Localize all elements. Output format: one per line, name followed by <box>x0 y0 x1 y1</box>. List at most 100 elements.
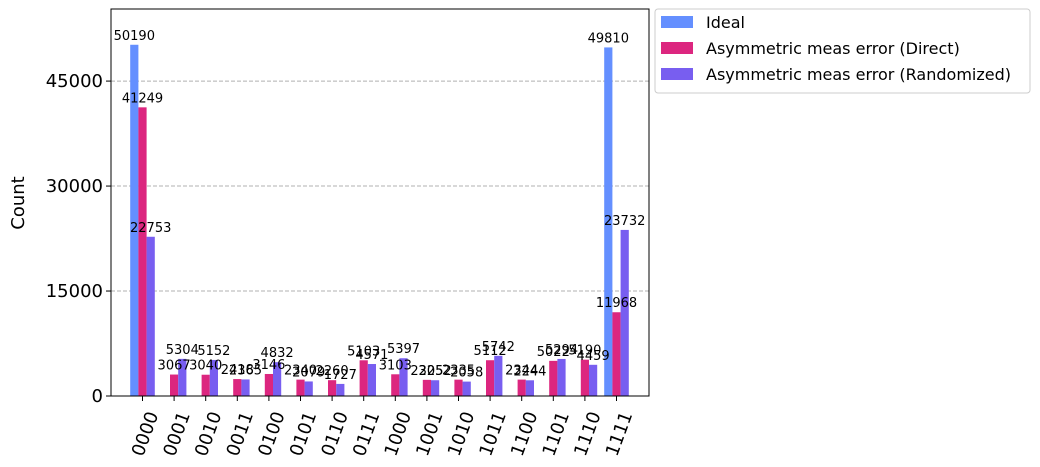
bar-asymmetric-meas-error-randomized--0101 <box>304 381 313 396</box>
legend: Ideal Asymmetric meas error (Direct) Asymm… <box>654 8 1031 94</box>
bar-value-label: 2252 <box>419 364 452 379</box>
bar-value-label: 2344 <box>505 364 538 379</box>
bar-value-label: 2365 <box>229 363 262 378</box>
bar-asymmetric-meas-error-randomized--1001 <box>431 380 440 396</box>
bar-value-label: 3040 <box>189 359 222 374</box>
bar-value-label: 2335 <box>442 364 475 379</box>
bar-asymmetric-meas-error-randomized--1110 <box>589 364 598 396</box>
bar-asymmetric-meas-error-direct--0000 <box>138 107 147 396</box>
bar-asymmetric-meas-error-direct--0110 <box>328 380 337 396</box>
plot-frame <box>110 8 650 397</box>
bar-value-label: 5103 <box>347 344 380 359</box>
bar-value-label: 2418 <box>221 363 254 378</box>
bar-value-label: 2340 <box>284 364 317 379</box>
bars <box>130 44 629 396</box>
bar-asymmetric-meas-error-direct--1001 <box>422 379 431 396</box>
bar-value-label: 2079 <box>292 365 325 380</box>
bar-value-label: 5294 <box>545 343 578 358</box>
grid-lines <box>111 80 649 292</box>
bar-value-label: 3103 <box>379 358 412 373</box>
bar-asymmetric-meas-error-direct--0100 <box>264 373 273 396</box>
bar-value-labels: 5019041249227533067530430405152241823653… <box>114 29 646 383</box>
bar-value-label: 2244 <box>513 364 546 379</box>
legend-swatch <box>661 42 693 54</box>
bar-asymmetric-meas-error-randomized--0001 <box>178 358 187 396</box>
bar-value-label: 2260 <box>316 364 349 379</box>
x-tick-label: 0010 <box>191 409 226 459</box>
x-tick-label: 1001 <box>412 409 447 459</box>
bar-asymmetric-meas-error-randomized--1010 <box>462 381 471 396</box>
bar-asymmetric-meas-error-randomized--0011 <box>241 379 250 396</box>
bar-value-label: 3146 <box>252 358 285 373</box>
x-tick-label: 0111 <box>349 409 384 459</box>
x-tick-label: 0001 <box>159 409 194 459</box>
bar-asymmetric-meas-error-randomized--0010 <box>209 359 218 396</box>
bar-value-label: 1727 <box>324 368 357 383</box>
bar-asymmetric-meas-error-randomized--0111 <box>367 364 376 396</box>
y-axis: 0 15000 30000 45000 <box>46 71 111 407</box>
bar-asymmetric-meas-error-randomized--0000 <box>146 236 155 396</box>
y-tick-label: 45000 <box>46 71 103 92</box>
bar-asymmetric-meas-error-direct--1111 <box>612 312 621 396</box>
legend-label: Asymmetric meas error (Direct) <box>706 39 960 58</box>
x-tick-label: 0110 <box>317 409 352 459</box>
bar-asymmetric-meas-error-direct--0010 <box>201 374 210 396</box>
bar-asymmetric-meas-error-direct--1011 <box>486 360 495 396</box>
bar-asymmetric-meas-error-randomized--1000 <box>399 358 408 396</box>
x-tick-label: 0101 <box>286 409 321 459</box>
bar-asymmetric-meas-error-direct--0001 <box>170 374 179 396</box>
bar-asymmetric-meas-error-randomized--1100 <box>525 380 534 396</box>
bar-asymmetric-meas-error-direct--0101 <box>296 379 305 396</box>
legend-swatch <box>661 16 693 28</box>
bar-value-label: 4459 <box>577 349 610 364</box>
bar-value-label: 50190 <box>114 29 155 44</box>
bar-asymmetric-meas-error-direct--1010 <box>454 379 463 396</box>
x-tick-label: 1111 <box>602 409 637 459</box>
x-tick-label: 1000 <box>381 409 416 459</box>
y-tick-label: 30000 <box>46 176 103 197</box>
x-tick-label: 1011 <box>475 409 510 459</box>
bar-value-label: 5112 <box>474 344 507 359</box>
x-tick-label: 0000 <box>128 409 163 459</box>
x-axis: 0000000100100011010001010110011110001001… <box>128 396 637 459</box>
bar-asymmetric-meas-error-direct--1000 <box>391 374 400 396</box>
bar-asymmetric-meas-error-randomized--1111 <box>620 229 629 396</box>
bar-asymmetric-meas-error-randomized--1011 <box>494 355 503 396</box>
x-tick-label: 0011 <box>223 409 258 459</box>
legend-box <box>654 8 1031 94</box>
bar-value-label: 22753 <box>130 221 171 236</box>
x-tick-label: 1110 <box>570 409 605 459</box>
bar-value-label: 2305 <box>410 364 443 379</box>
bar-ideal-1111 <box>604 47 613 396</box>
bar-value-label: 5190 <box>568 344 601 359</box>
bar-value-label: 49810 <box>588 31 629 46</box>
bar-asymmetric-meas-error-randomized--0100 <box>273 362 282 396</box>
bar-ideal-0000 <box>130 44 139 396</box>
bar-asymmetric-meas-error-direct--1100 <box>517 379 526 396</box>
bar-value-label: 41249 <box>122 91 163 106</box>
bar-value-label: 4832 <box>261 346 294 361</box>
y-tick-label: 0 <box>92 386 103 407</box>
bar-asymmetric-meas-error-direct--0111 <box>359 360 368 396</box>
legend-swatch <box>661 68 693 80</box>
x-tick-label: 1100 <box>507 409 542 459</box>
y-tick-label: 15000 <box>46 281 103 302</box>
bar-value-label: 5397 <box>387 342 420 357</box>
bar-asymmetric-meas-error-direct--0011 <box>233 379 242 396</box>
x-tick-label: 1101 <box>539 409 574 459</box>
bar-value-label: 5152 <box>197 344 230 359</box>
legend-label: Ideal <box>706 13 745 32</box>
legend-label: Asymmetric meas error (Randomized) <box>706 65 1011 84</box>
x-tick-label: 1010 <box>444 409 479 459</box>
bar-value-label: 2058 <box>450 366 483 381</box>
bar-value-label: 11968 <box>596 296 637 311</box>
bar-value-label: 3067 <box>158 359 191 374</box>
x-tick-label: 0100 <box>254 409 289 459</box>
bar-value-label: 5742 <box>482 340 515 355</box>
bar-asymmetric-meas-error-randomized--1101 <box>557 358 566 396</box>
y-axis-title: Count <box>8 176 29 229</box>
bar-asymmetric-meas-error-randomized--0110 <box>336 383 345 396</box>
bar-value-label: 4571 <box>355 348 388 363</box>
bar-value-label: 23732 <box>604 214 645 229</box>
